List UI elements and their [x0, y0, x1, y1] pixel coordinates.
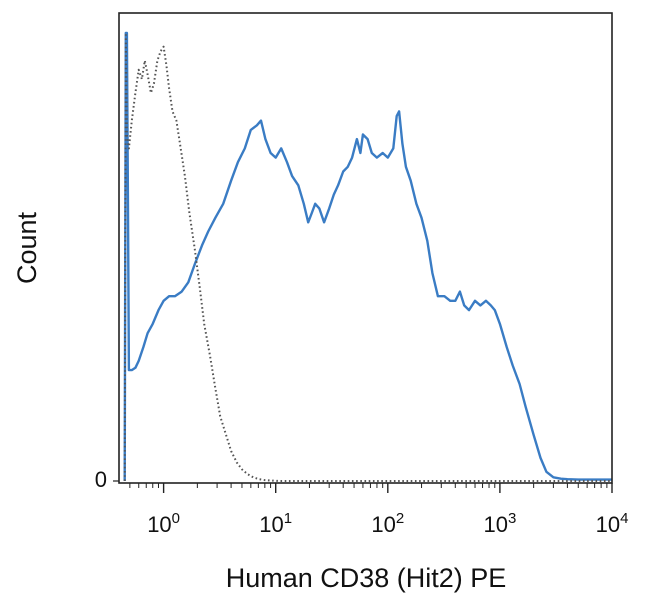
series-line-2: [123, 31, 612, 482]
plot-frame: [118, 12, 613, 484]
x-tick-label: 101: [259, 510, 292, 537]
ticks-layer: 100 101 102 103 104 0: [95, 467, 629, 537]
x-axis-label: Human CD38 (Hit2) PE: [226, 563, 507, 593]
y-tick-label: 0: [95, 467, 107, 492]
x-tick-label: 100: [147, 510, 180, 537]
series-line-1: [123, 31, 612, 482]
x-tick-label: 103: [483, 510, 516, 537]
y-axis-label: Count: [12, 211, 42, 284]
series-layer: [123, 31, 612, 482]
x-tick-label: 102: [371, 510, 404, 537]
x-tick-label: 104: [596, 510, 629, 537]
